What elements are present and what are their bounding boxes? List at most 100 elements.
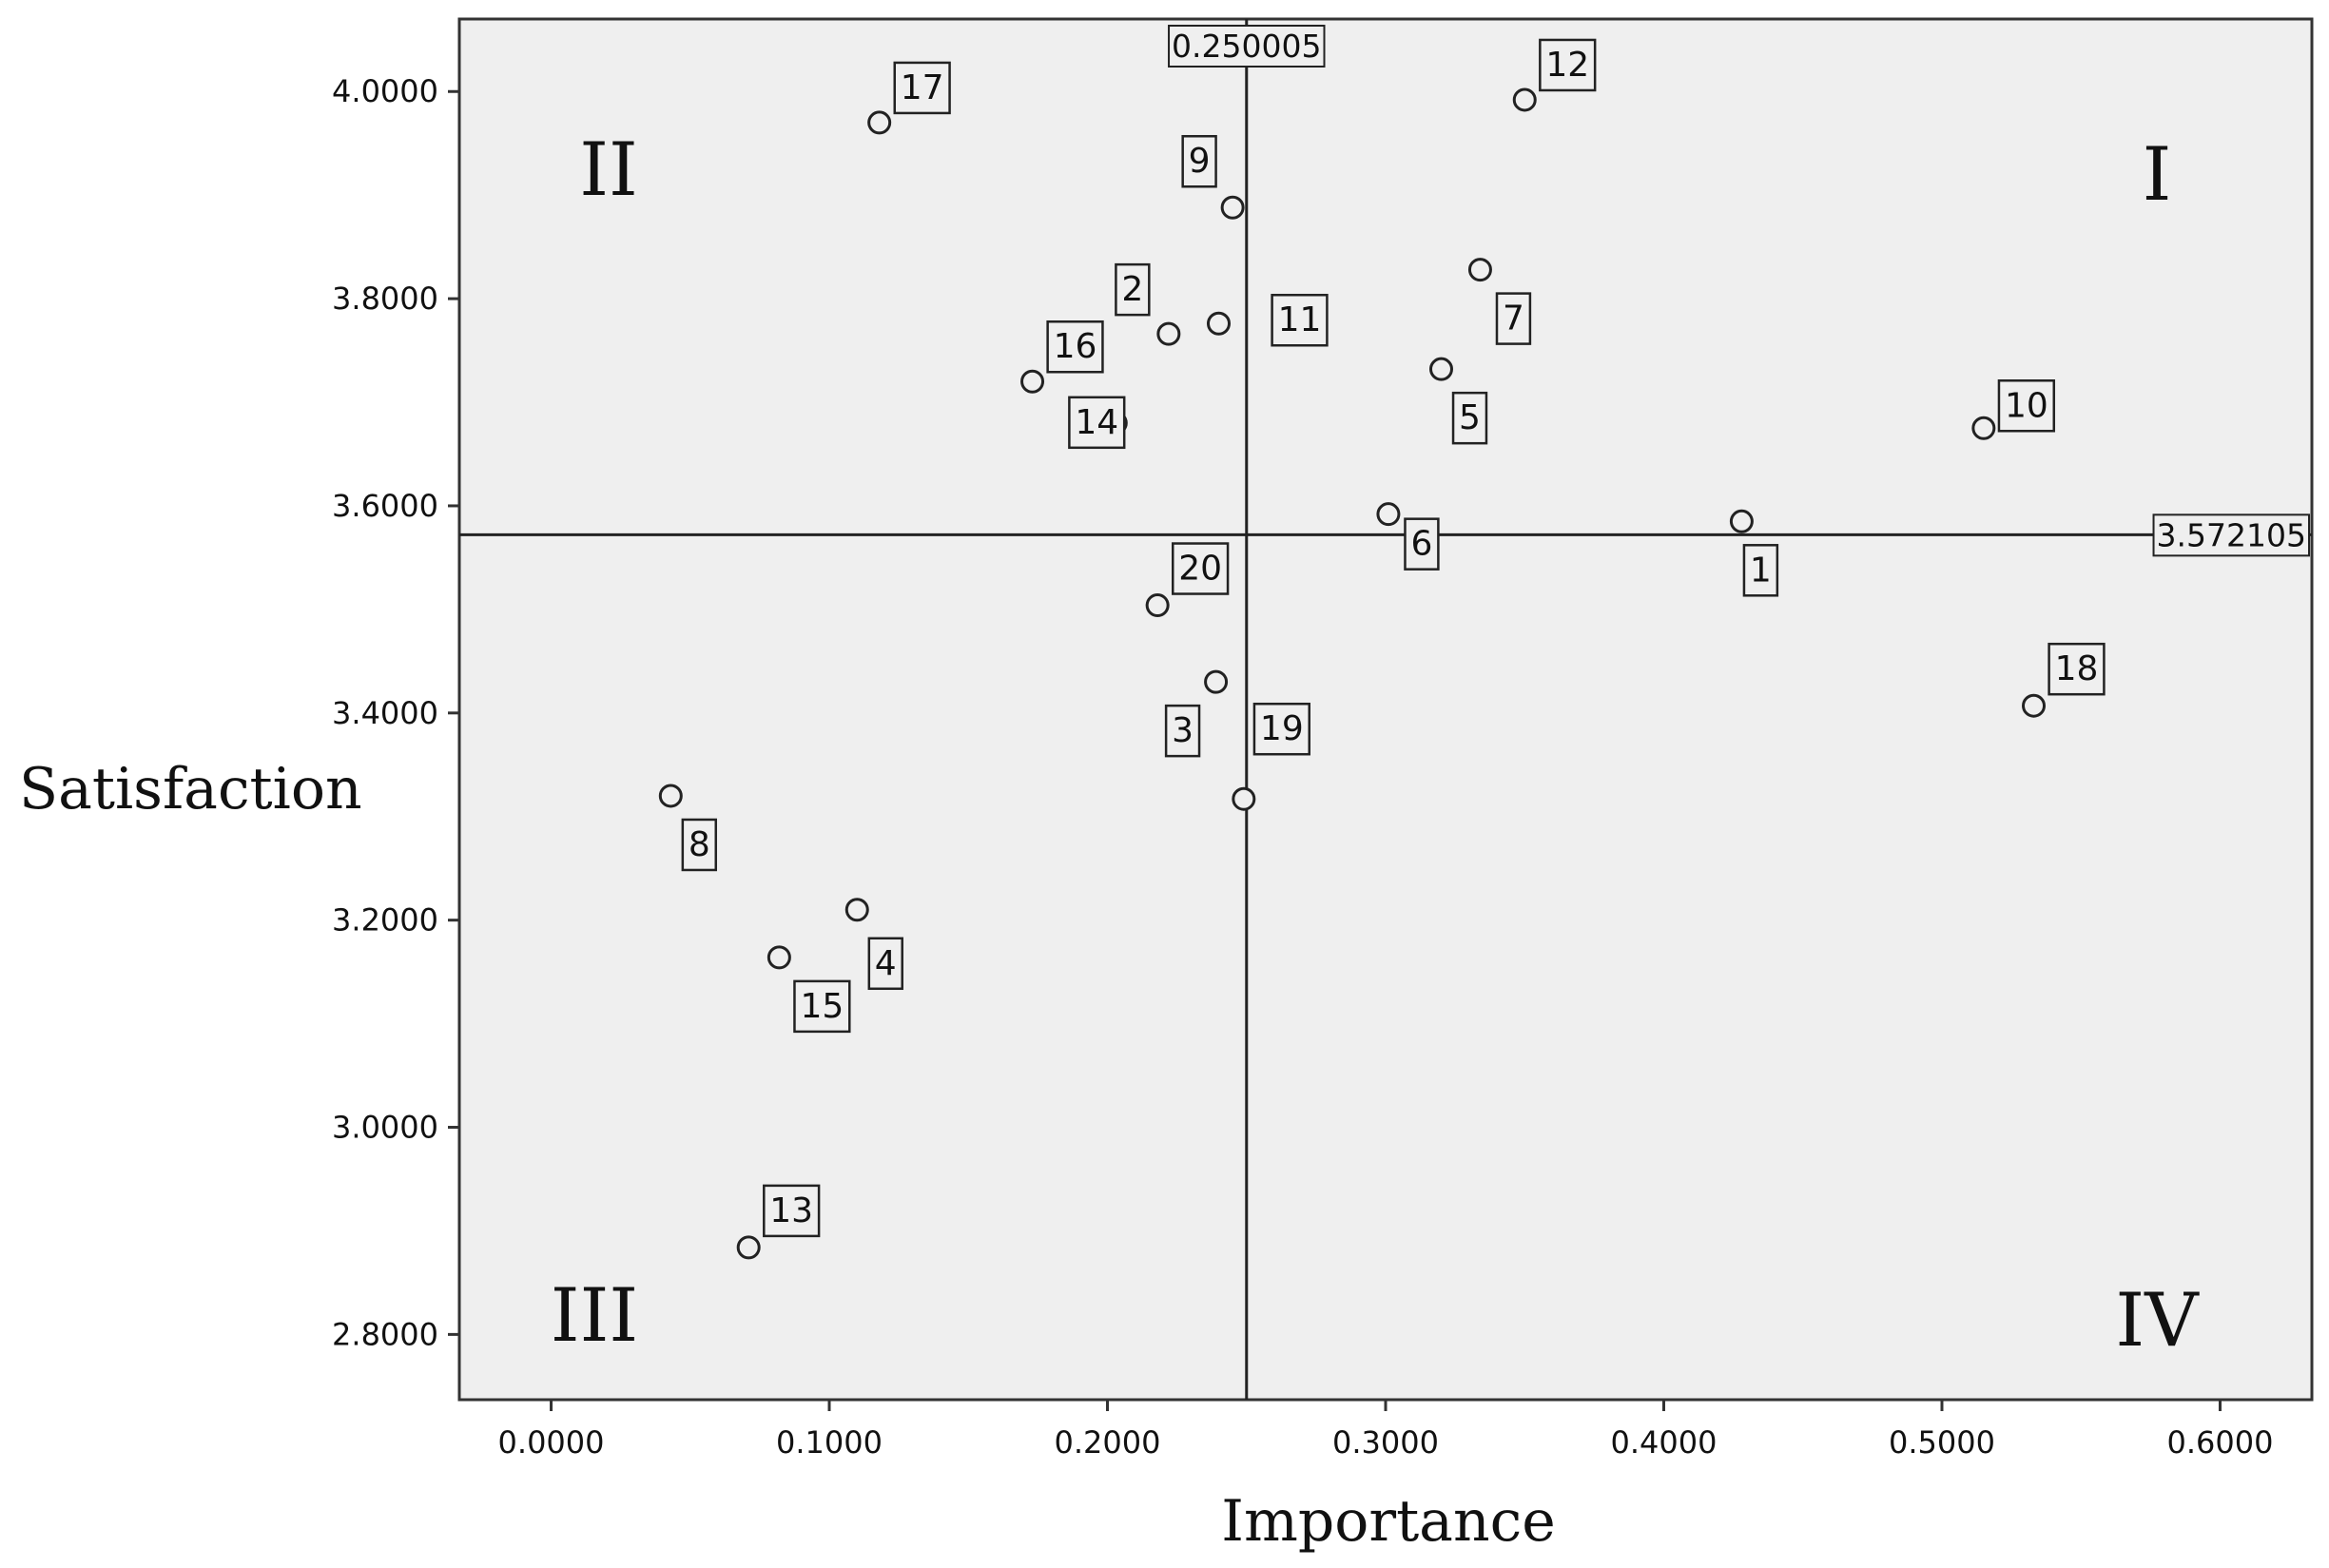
quadrant-label-III: III xyxy=(551,1273,638,1359)
point-marker xyxy=(1512,87,1537,112)
y-tick-label: 3.8000 xyxy=(332,281,438,317)
data-point-10: 10 xyxy=(1971,379,2056,440)
point-marker xyxy=(736,1235,761,1260)
point-label: 19 xyxy=(1260,709,1304,748)
point-label: 7 xyxy=(1503,300,1524,339)
point-label-box xyxy=(1451,391,1488,445)
point-label-box xyxy=(1252,702,1310,756)
point-label-box xyxy=(1046,319,1104,374)
point-label: 9 xyxy=(1189,142,1211,181)
point-label: 5 xyxy=(1459,398,1481,437)
x-tick-label: 0.0000 xyxy=(498,1424,605,1461)
point-marker xyxy=(1376,502,1401,527)
point-label-box xyxy=(2048,642,2106,696)
y-tick-label: 3.4000 xyxy=(332,695,438,731)
x-tick-label: 0.6000 xyxy=(2166,1424,2273,1461)
x-axis-title: Importance xyxy=(1221,1488,1555,1555)
y-tick-label: 4.0000 xyxy=(332,73,438,109)
x-tick-label: 0.4000 xyxy=(1611,1424,1718,1461)
quadrant-label-IV: IV xyxy=(2115,1278,2200,1364)
point-label-box xyxy=(1539,38,1597,92)
y-tick-label: 3.6000 xyxy=(332,488,438,524)
x-tick-label: 0.1000 xyxy=(776,1424,883,1461)
y-tick-label: 3.0000 xyxy=(332,1110,438,1146)
data-point-7: 7 xyxy=(1467,258,1532,345)
point-label: 10 xyxy=(2005,386,2048,425)
y-axis-title: Satisfaction xyxy=(19,756,362,823)
point-marker xyxy=(1428,357,1453,381)
data-point-12: 12 xyxy=(1512,38,1597,112)
data-point-6: 6 xyxy=(1376,502,1440,571)
point-label-box xyxy=(893,61,951,115)
y-tick-label: 2.8000 xyxy=(332,1316,438,1352)
x-tick-label: 0.3000 xyxy=(1332,1424,1439,1461)
quadrant-label-I: I xyxy=(2143,132,2172,218)
point-label: 1 xyxy=(1750,551,1772,590)
horizontal-reference-label-box xyxy=(2152,513,2310,557)
point-label-box xyxy=(1068,396,1126,450)
reference-line-labels: 0.250005 3.572105 xyxy=(1168,25,2310,557)
point-marker xyxy=(1020,369,1045,394)
point-marker xyxy=(1204,669,1229,694)
point-label-box xyxy=(1171,542,1230,595)
point-label-box xyxy=(1495,292,1532,345)
horizontal-reference-label: 3.572105 xyxy=(2152,513,2310,557)
point-label: 13 xyxy=(769,1191,813,1230)
data-point-19: 19 xyxy=(1232,702,1310,811)
data-point-1: 1 xyxy=(1729,509,1779,597)
point-label: 18 xyxy=(2055,649,2099,688)
point-marker xyxy=(1971,416,1996,440)
point-label: 2 xyxy=(1121,270,1143,309)
y-tick-label: 3.2000 xyxy=(332,902,438,939)
point-label-box xyxy=(1404,517,1440,571)
point-label: 17 xyxy=(901,68,944,107)
point-label-box xyxy=(1164,704,1201,758)
point-label: 15 xyxy=(800,987,844,1026)
data-point-18: 18 xyxy=(2022,642,2106,718)
plot-area xyxy=(457,17,2314,1402)
data-point-16: 16 xyxy=(1020,319,1104,394)
data-point-9: 9 xyxy=(1181,134,1245,220)
point-marker xyxy=(867,110,892,135)
point-marker xyxy=(1220,195,1245,220)
vertical-reference-label: 0.250005 xyxy=(1168,25,1326,68)
point-marker xyxy=(1145,593,1170,618)
point-label: 6 xyxy=(1410,525,1432,564)
point-marker xyxy=(844,898,869,922)
point-label: 4 xyxy=(875,944,897,983)
point-label: 12 xyxy=(1545,46,1589,85)
data-point-17: 17 xyxy=(867,61,951,135)
point-label-box xyxy=(1115,262,1151,317)
data-point-20: 20 xyxy=(1145,542,1230,618)
reference-lines xyxy=(459,19,2312,1400)
point-label-box xyxy=(1997,379,2056,433)
data-point-15: 15 xyxy=(767,945,851,1034)
data-point-8: 8 xyxy=(658,784,717,872)
point-marker xyxy=(1467,258,1492,282)
point-label-box xyxy=(1181,134,1217,188)
point-label: 14 xyxy=(1075,403,1118,442)
point-marker xyxy=(1729,509,1754,533)
point-label-box xyxy=(867,937,903,991)
point-marker xyxy=(2022,693,2047,718)
point-label-box xyxy=(763,1184,821,1238)
axes: 0.0000 0.1000 0.2000 0.3000 0.4000 0.5000 0.60… xyxy=(332,73,2273,1461)
data-point-13: 13 xyxy=(736,1184,821,1260)
point-marker xyxy=(767,945,791,970)
point-marker xyxy=(1156,321,1181,346)
quadrant-label-II: II xyxy=(579,127,638,213)
point-label-box xyxy=(1742,544,1779,597)
data-point-3: 3 xyxy=(1164,669,1229,758)
point-marker xyxy=(1207,311,1232,336)
x-tick-label: 0.2000 xyxy=(1055,1424,1161,1461)
horizontal-reference-label-text: 3.572105 xyxy=(2157,516,2306,553)
data-point-5: 5 xyxy=(1428,357,1488,445)
point-label: 20 xyxy=(1178,550,1222,589)
point-label: 8 xyxy=(689,825,710,864)
point-label-box xyxy=(1271,293,1329,347)
point-marker xyxy=(1232,786,1256,811)
point-label: 16 xyxy=(1054,327,1097,366)
